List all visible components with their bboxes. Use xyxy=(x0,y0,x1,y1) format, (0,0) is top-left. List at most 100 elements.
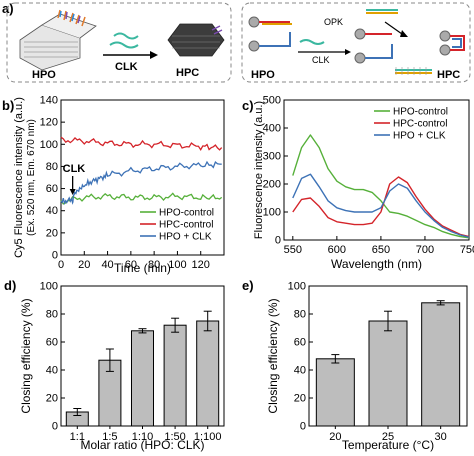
x-tick-label: 650 xyxy=(372,244,390,256)
legend-label: HPO + CLK xyxy=(393,131,446,142)
panel-label-c: c) xyxy=(242,98,254,113)
schematic-clk-label: CLK xyxy=(312,55,330,65)
x-tick-label: 30 xyxy=(435,431,447,443)
x-tick-label: 1:100 xyxy=(194,431,222,443)
y-tick-label: 100 xyxy=(263,207,281,219)
y-tick-label: 0 xyxy=(52,421,58,433)
schematic-right-from: HPO xyxy=(251,69,275,81)
y-tick-label: 80 xyxy=(46,161,58,173)
series-line-2 xyxy=(60,160,222,205)
x-tick-label: 120 xyxy=(192,259,210,271)
y-tick-label: 20 xyxy=(46,227,58,239)
hpc-closed-origami xyxy=(167,23,225,57)
x-tick-label: 80 xyxy=(148,259,160,271)
y-tick-label: 40 xyxy=(46,205,58,217)
y-tick-label: 80 xyxy=(294,309,306,321)
y-tick-label: 60 xyxy=(294,337,306,349)
schematic-right-frame xyxy=(241,2,471,83)
panel-label-b: b) xyxy=(2,98,14,113)
x-tick-label: 25 xyxy=(382,431,394,443)
schematic-left-arrow-label: CLK xyxy=(115,61,138,73)
annotation-label: CLK xyxy=(63,163,86,175)
x-axis-label: Temperature (°C) xyxy=(342,438,434,452)
y-tick-label: 40 xyxy=(294,365,306,377)
plot-frame xyxy=(60,99,225,256)
y-tick-label: 0 xyxy=(300,421,306,433)
annotation-arrow-head xyxy=(69,189,76,195)
x-tick-label: 1:5 xyxy=(102,431,117,443)
schematic-left-frame xyxy=(6,2,232,83)
schematic-left-from: HPO xyxy=(32,69,56,81)
x-tick-label: 20 xyxy=(78,259,90,271)
y-tick-label: 60 xyxy=(46,337,58,349)
y-axis-label-2: (Ex. 520 nm, Em. 670 nm) xyxy=(26,119,37,236)
bar xyxy=(315,358,355,427)
x-tick-label: 1:10 xyxy=(132,431,153,443)
clk-strand-icon-2 xyxy=(113,32,139,40)
x-tick-label: 60 xyxy=(125,259,137,271)
y-tick-label: 60 xyxy=(46,183,58,195)
hpo-open-origami xyxy=(19,9,97,71)
x-tick-label: 0 xyxy=(58,259,64,271)
schematic-opk-label: OPK xyxy=(324,17,343,27)
y-tick-label: 100 xyxy=(40,139,58,151)
y-tick-label: 20 xyxy=(294,393,306,405)
y-tick-label: 40 xyxy=(46,365,58,377)
legend-label: HPC-control xyxy=(393,119,447,130)
x-axis-label: Molar ratio (HPO: CLK) xyxy=(80,438,204,452)
legend-label: HPO-control xyxy=(393,107,448,118)
y-tick-label: 100 xyxy=(288,281,306,293)
series-line-0 xyxy=(292,134,470,239)
y-tick-label: 0 xyxy=(275,235,281,247)
bar xyxy=(421,302,461,427)
panel-a: a) HPO CLK HPC xyxy=(2,1,471,83)
x-tick-label: 550 xyxy=(284,244,302,256)
x-tick-label: 1:1 xyxy=(70,431,85,443)
panel-label-d: d) xyxy=(4,278,16,293)
x-axis-label: Time (min) xyxy=(114,261,171,275)
y-tick-label: 0 xyxy=(52,250,58,262)
strand-displacement-scheme xyxy=(248,9,465,75)
x-tick-label: 20 xyxy=(329,431,341,443)
legend-label: HPO + CLK xyxy=(159,232,212,243)
x-tick-label: 600 xyxy=(328,244,346,256)
bar xyxy=(163,324,187,427)
series-line-1 xyxy=(60,136,223,151)
series-line-0 xyxy=(60,192,223,205)
y-tick-label: 140 xyxy=(40,95,58,107)
panel-label-e: e) xyxy=(242,278,254,293)
bar xyxy=(196,320,220,427)
y-tick-label: 200 xyxy=(263,179,281,191)
bar xyxy=(368,320,408,427)
x-tick-label: 100 xyxy=(168,259,186,271)
plot-frame xyxy=(283,99,470,241)
y-tick-label: 300 xyxy=(263,151,281,163)
panel-c-chart: c) 0 100 200 300 400 500 550 600 650 700 750 Wavelen… xyxy=(242,95,474,272)
y-tick-label: 20 xyxy=(46,393,58,405)
y-axis-label: Closing efficiency (%) xyxy=(266,298,280,413)
bar xyxy=(131,330,154,427)
panel-b-chart: b) 0 20 40 60 80 100 120 140 0 20 40 60 80 100 120 Time … xyxy=(2,95,225,275)
y-axis-label: Fluorescence intensity (a.u.) xyxy=(253,101,265,239)
schematic-left-to: HPC xyxy=(176,67,199,79)
y-axis-label: Closing efficiency (%) xyxy=(19,298,33,413)
series-line-1 xyxy=(292,176,470,238)
x-tick-label: 750 xyxy=(460,244,474,256)
legend-label: HPO-control xyxy=(159,208,214,219)
y-tick-label: 400 xyxy=(263,123,281,135)
series-line-2 xyxy=(292,173,470,238)
y-tick-label: 100 xyxy=(40,281,58,293)
y-tick-label: 500 xyxy=(263,95,281,107)
schematic-right-to: HPC xyxy=(437,69,460,81)
x-tick-label: 700 xyxy=(416,244,434,256)
legend-label: HPC-control xyxy=(159,220,213,231)
y-axis-label: Cy5 Fluorescence intensity (a.u.) xyxy=(13,97,25,258)
clk-strand-icon xyxy=(109,41,139,49)
x-tick-label: 1:50 xyxy=(164,431,185,443)
y-tick-label: 80 xyxy=(46,309,58,321)
x-tick-label: 40 xyxy=(101,259,113,271)
x-axis-label: Wavelength (nm) xyxy=(331,257,422,271)
